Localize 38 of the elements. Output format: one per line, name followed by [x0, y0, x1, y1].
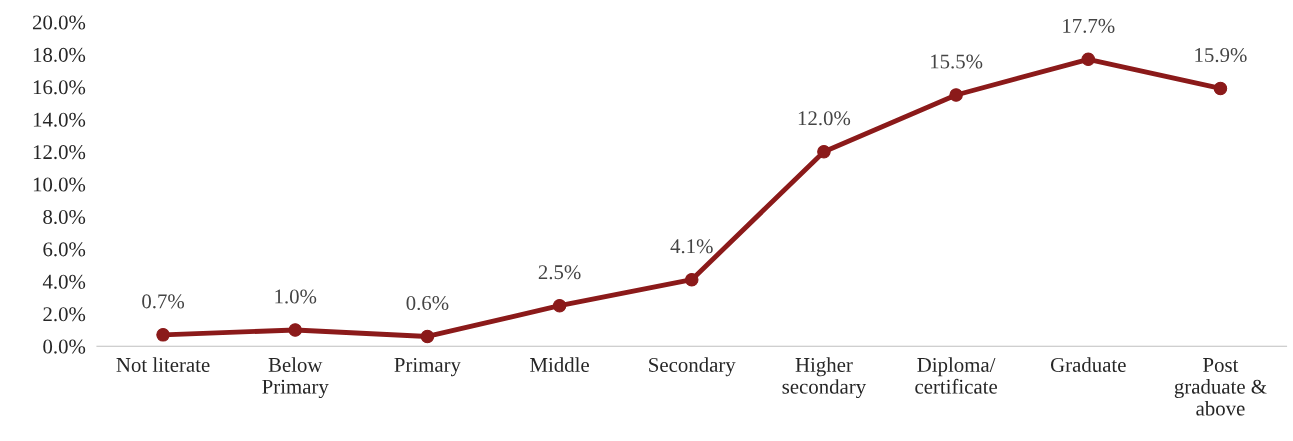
y-tick-label: 0.0% [43, 339, 86, 354]
x-tick-label: Not literate [116, 357, 210, 372]
y-tick-label: 2.0% [43, 307, 86, 322]
point [288, 323, 302, 337]
data-label: 12.0% [798, 111, 851, 126]
x-tick-label: Secondary [649, 357, 736, 377]
y-tick-label: 4.0% [42, 274, 86, 289]
data-label: 1.0% [275, 289, 317, 304]
y-tick-label: 14.0% [33, 112, 86, 127]
y-tick-label: 8.0% [43, 209, 86, 225]
data-label: 4.1% [670, 239, 713, 254]
y-tick-label: 16.0% [33, 80, 86, 95]
point [156, 328, 170, 342]
point [817, 144, 831, 159]
point [552, 298, 567, 313]
x-tick-label: Below Primary [262, 357, 329, 399]
y-tick-label: 6.0% [43, 242, 86, 257]
y-tick-label: 20.0% [32, 15, 86, 30]
point [949, 88, 963, 102]
data-label: 0.6% [406, 295, 449, 311]
point [1081, 52, 1096, 67]
data-label: 15.5% [931, 54, 983, 69]
data-label: 0.7% [142, 294, 185, 309]
x-tick-label: Primary [394, 357, 461, 377]
x-tick-label: Post graduate & above [1174, 358, 1267, 416]
point [684, 272, 699, 287]
x-tick-label: Diploma/ certificate [915, 357, 998, 394]
y-tick-label: 18.0% [33, 47, 86, 62]
y-tick-label: 10.0% [33, 177, 86, 192]
x-tick-label: Graduate [1050, 357, 1126, 372]
y-tick-label: 12.0% [33, 145, 86, 160]
point [420, 329, 435, 344]
x-tick-label: Middle [530, 357, 589, 372]
x-tick-label: Higher secondary [782, 357, 867, 399]
data-label: 17.7% [1063, 18, 1115, 33]
data-label: 2.5% [538, 265, 581, 280]
data-label: 15.9% [1195, 47, 1247, 63]
point [1213, 81, 1228, 96]
